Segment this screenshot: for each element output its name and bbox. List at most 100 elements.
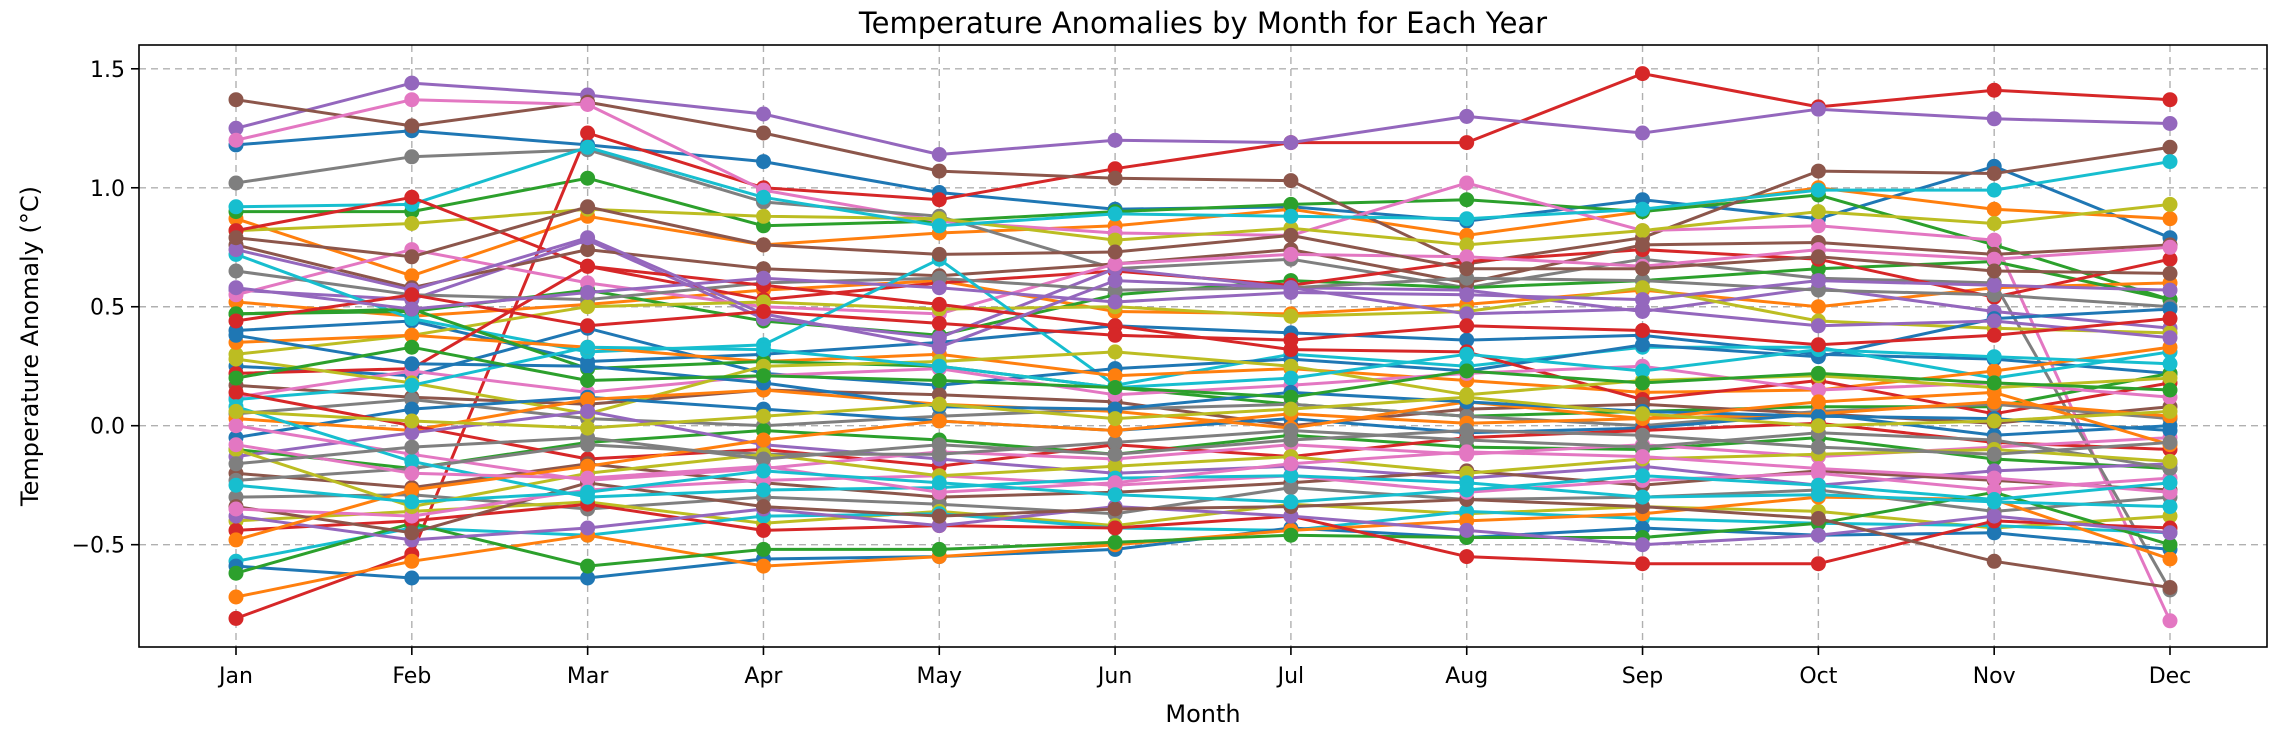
data-point: [228, 242, 244, 258]
data-point: [1459, 261, 1475, 277]
data-point: [2162, 403, 2178, 419]
data-point: [2162, 525, 2178, 541]
data-point: [2162, 139, 2178, 155]
data-point: [1810, 439, 1826, 455]
data-point: [1635, 427, 1650, 443]
data-point: [1283, 135, 1299, 151]
data-point: [1283, 358, 1299, 374]
data-point: [1107, 434, 1123, 450]
data-point: [2162, 154, 2178, 170]
data-point: [1107, 232, 1123, 248]
data-point: [404, 216, 420, 231]
data-point: [404, 268, 420, 284]
data-point: [228, 501, 244, 517]
data-point: [1635, 292, 1650, 308]
data-point: [228, 199, 244, 215]
data-point: [2162, 265, 2178, 281]
series-line: [235, 500, 2171, 530]
data-point: [580, 230, 596, 246]
data-point: [756, 463, 771, 479]
data-point: [1459, 175, 1475, 191]
data-point: [1107, 411, 1123, 427]
data-point: [1986, 277, 2002, 293]
data-point: [228, 263, 244, 279]
data-point: [931, 192, 947, 208]
data-point: [2162, 251, 2178, 267]
series-54: [228, 270, 2178, 317]
data-point: [1635, 337, 1650, 353]
data-point: [1283, 285, 1299, 300]
data-point: [404, 75, 420, 91]
data-point: [1283, 527, 1299, 543]
series-line: [235, 429, 2171, 470]
series-line: [235, 81, 2171, 156]
data-point: [580, 570, 596, 586]
data-point: [1107, 475, 1123, 491]
x-axis-label: Month: [1165, 700, 1240, 728]
chart-title: Temperature Anomalies by Month for Each …: [858, 6, 1547, 40]
x-tick-label: Jun: [1096, 664, 1132, 689]
data-point: [1986, 492, 2002, 507]
data-point: [580, 458, 596, 474]
data-point: [1810, 337, 1826, 353]
data-point: [580, 97, 596, 112]
data-point: [756, 106, 771, 122]
data-point: [756, 189, 771, 205]
x-tick-label: Apr: [744, 664, 783, 689]
data-point: [1459, 444, 1475, 460]
data-point: [1107, 256, 1123, 272]
data-point: [1986, 182, 2002, 198]
series-57: [228, 423, 2178, 472]
data-point: [931, 413, 947, 429]
data-point: [1986, 166, 2002, 181]
data-point: [1810, 418, 1826, 434]
data-point: [931, 396, 947, 412]
series-line: [235, 236, 2171, 349]
data-point: [1810, 101, 1826, 117]
series-line: [235, 202, 2171, 247]
data-point: [404, 439, 420, 455]
data-point: [228, 610, 244, 626]
data-point: [404, 482, 420, 498]
data-point: [1810, 477, 1826, 493]
data-point: [1459, 306, 1475, 322]
data-point: [1107, 487, 1123, 503]
data-point: [931, 437, 947, 453]
series-line: [235, 276, 2171, 311]
series-line: [235, 307, 2171, 418]
data-point: [756, 482, 771, 498]
data-point: [1986, 525, 2002, 541]
data-point: [1283, 401, 1299, 417]
data-point: [2162, 580, 2178, 595]
data-point: [1635, 261, 1650, 277]
data-point: [228, 313, 244, 329]
data-point: [931, 508, 947, 524]
data-point: [1107, 520, 1123, 536]
data-point: [580, 199, 596, 215]
data-point: [228, 120, 244, 136]
data-point: [931, 280, 947, 296]
data-point: [1986, 263, 2002, 279]
data-point: [2162, 370, 2178, 386]
data-point: [2162, 475, 2178, 491]
data-point: [756, 558, 771, 574]
data-point: [2162, 356, 2178, 372]
data-point: [228, 351, 244, 367]
data-point: [404, 249, 420, 265]
data-point: [580, 139, 596, 155]
y-tick-label: 1.0: [90, 177, 125, 202]
data-point: [404, 494, 420, 510]
series-line: [235, 462, 2171, 499]
data-point: [1810, 394, 1826, 410]
data-point: [1459, 192, 1475, 208]
data-point: [228, 532, 244, 548]
series-line: [235, 388, 2171, 432]
data-point: [931, 475, 947, 491]
series-line: [235, 443, 2171, 494]
data-point: [1283, 494, 1299, 510]
data-point: [1283, 456, 1299, 472]
data-point: [1107, 170, 1123, 186]
data-point: [931, 339, 947, 355]
x-tick-label: Mar: [567, 664, 609, 689]
